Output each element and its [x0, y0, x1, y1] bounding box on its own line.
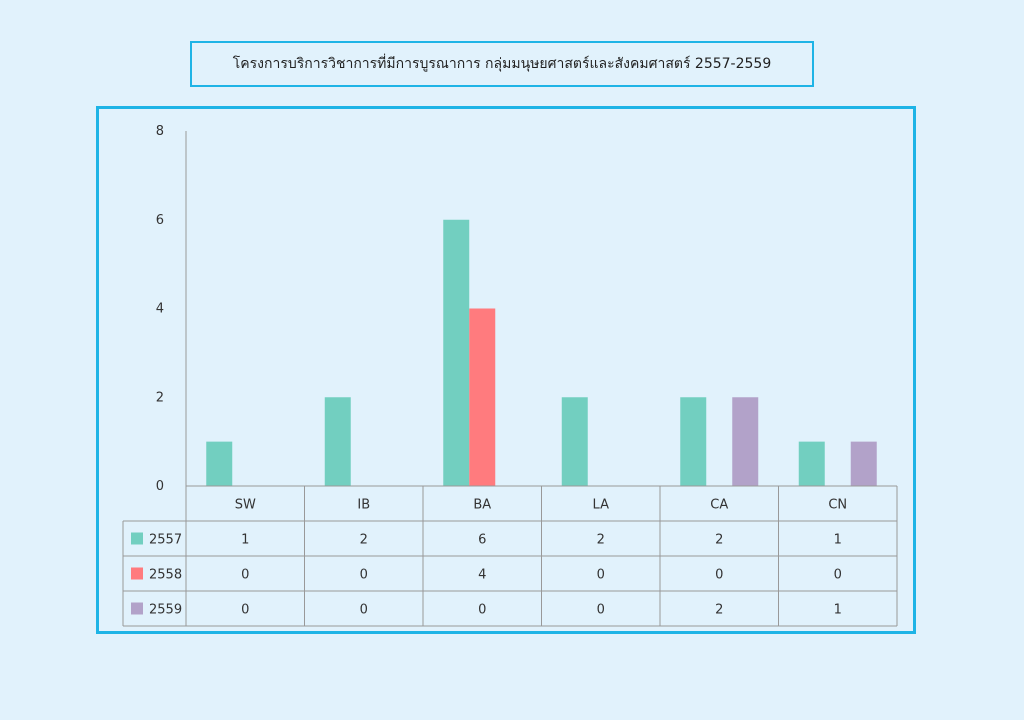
data-table-value: 0	[834, 568, 842, 583]
data-table-value: 0	[715, 568, 723, 583]
data-table-value: 0	[478, 603, 486, 618]
y-tick-label: 0	[156, 479, 164, 494]
bar-2557-IB	[324, 397, 351, 486]
bar-2559-CA	[732, 397, 759, 486]
bar-chart: 0 2 4 6 8 SW IB BA LA CA CN 2557 1 2 6 2 2 1 2558 0 0 4 0 0 0 255…	[122, 124, 898, 627]
x-category-label: IB	[357, 498, 370, 513]
x-category-label: CN	[828, 498, 847, 513]
chart-title: โครงการบริการวิชาการที่มีการบูรณาการ กลุ…	[232, 56, 772, 72]
legend-label-2557: 2557	[149, 533, 182, 548]
legend-swatch-2559	[131, 602, 143, 615]
bar-2557-LA	[561, 397, 588, 486]
chart-container: 0 2 4 6 8 SW IB BA LA CA CN 2557 1 2 6 2 2 1 2558 0 0 4 0 0 0 255…	[96, 106, 916, 634]
legend-label-2558: 2558	[149, 568, 182, 583]
data-table-value: 0	[597, 568, 605, 583]
bar-2557-SW	[206, 441, 233, 486]
data-table-value: 2	[597, 533, 605, 548]
bar-2557-CA	[680, 397, 707, 486]
legend-swatch-2557	[131, 532, 143, 545]
bar-2557-BA	[443, 219, 470, 486]
bar-2558-BA	[469, 308, 496, 486]
bar-2557-CN	[798, 441, 825, 486]
x-category-label: BA	[473, 498, 491, 513]
x-category-label: LA	[593, 498, 610, 513]
y-tick-label: 6	[156, 213, 164, 228]
y-tick-label: 2	[156, 390, 164, 405]
legend-swatch-2558	[131, 567, 143, 580]
data-table-value: 2	[715, 603, 723, 618]
x-category-label: SW	[235, 498, 256, 513]
bar-2559-CN	[850, 441, 877, 486]
data-table-value: 0	[360, 568, 368, 583]
x-category-label: CA	[710, 498, 728, 513]
data-table-value: 0	[241, 603, 249, 618]
data-table-value: 0	[360, 603, 368, 618]
y-tick-label: 8	[156, 124, 164, 139]
data-table-value: 6	[478, 533, 486, 548]
legend-label-2559: 2559	[149, 603, 182, 618]
y-tick-label: 4	[156, 302, 164, 317]
data-table-value: 1	[834, 603, 842, 618]
data-table-value: 1	[241, 533, 249, 548]
data-table-value: 1	[834, 533, 842, 548]
data-table-value: 4	[478, 568, 486, 583]
data-table-value: 0	[597, 603, 605, 618]
data-table-value: 2	[715, 533, 723, 548]
chart-title-box: โครงการบริการวิชาการที่มีการบูรณาการ กลุ…	[190, 41, 814, 87]
data-table-value: 2	[360, 533, 368, 548]
data-table-value: 0	[241, 568, 249, 583]
